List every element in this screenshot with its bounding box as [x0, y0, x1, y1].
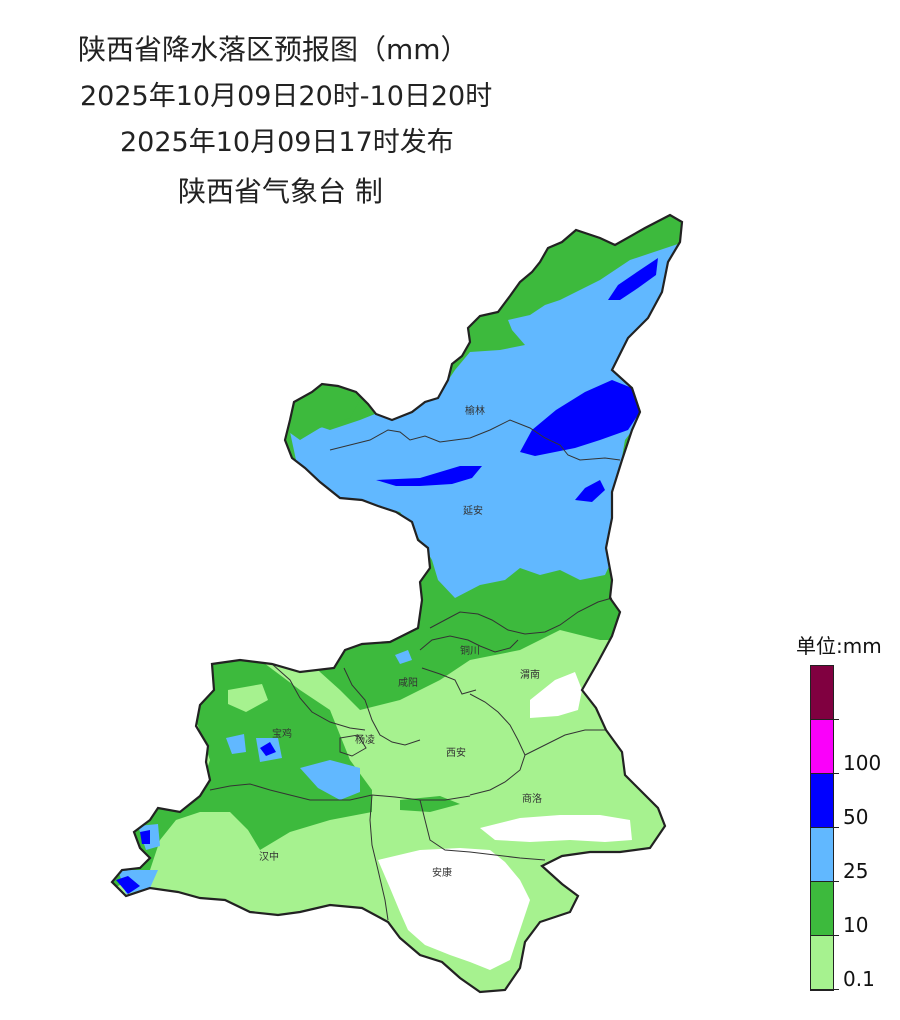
city-labels: 榆林 延安 铜川 咸阳 渭南 宝鸡 杨凌 西安 商洛 汉中 安康 [259, 404, 542, 879]
label-hanzhong: 汉中 [259, 850, 279, 863]
label-shangluo: 商洛 [522, 792, 542, 805]
boundary-xian-shangluo [419, 799, 546, 861]
legend-label: 50 [843, 805, 869, 829]
rainstorm-ne-1 [608, 258, 658, 300]
heavy-rain-pocket-tongchuan [395, 650, 412, 664]
legend-label: 10 [843, 913, 869, 937]
rainstorm-baoji [260, 742, 276, 756]
label-yulin: 榆林 [465, 404, 485, 417]
legend-tick [834, 719, 839, 720]
boundary-yangling [339, 734, 367, 757]
moderate-rain-patch [228, 684, 268, 712]
label-xianyang: 咸阳 [398, 677, 418, 689]
heavy-rain-pocket-yangling [300, 760, 360, 800]
legend-color-bar [810, 665, 834, 991]
label-yangling: 杨凌 [355, 733, 375, 746]
rainstorm-ne-2 [520, 380, 640, 456]
rainstorm-ne-3 [575, 480, 605, 502]
boundary-weinan-xian [469, 693, 526, 796]
legend-tick [834, 935, 839, 936]
no-rain-ankang [378, 848, 530, 970]
map-title: 陕西省降水落区预报图（mm） [78, 33, 469, 66]
label-baoji: 宝鸡 [272, 727, 292, 740]
boundary-baoji-xianyang [271, 663, 366, 731]
precipitation-legend: 单位:mm 0.1102550100250 [796, 630, 895, 1000]
legend-tick [834, 773, 839, 774]
legend-tick [834, 989, 839, 990]
legend-swatch [811, 828, 833, 882]
valid-time-range: 2025年10月09日20时-10日20时 [80, 81, 493, 112]
boundary-weinan-east [524, 729, 605, 756]
label-xian: 西安 [446, 746, 466, 759]
legend-unit-title: 单位:mm [796, 634, 882, 658]
legend-swatch [811, 720, 833, 774]
legend-tick [834, 827, 839, 828]
boundary-tongchuan-2 [421, 667, 477, 695]
boundary-tongchuan [419, 635, 519, 653]
legend-tick [834, 881, 839, 882]
city-boundaries [209, 419, 621, 921]
boundary-baoji-south [209, 783, 373, 801]
issue-time: 2025年10月09日17时发布 [120, 127, 454, 158]
no-rain-shangluo [480, 815, 632, 842]
heavy-rain-north [290, 240, 682, 598]
boundary-xianyang [343, 667, 421, 746]
rainstorm-hanzhong-1 [140, 830, 150, 844]
label-weinan: 渭南 [520, 668, 540, 681]
rainfall-layer [112, 215, 682, 992]
label-ankang: 安康 [432, 866, 452, 879]
no-rain-weinan [530, 672, 582, 718]
rainstorm-hanzhong-2 [116, 876, 140, 894]
legend-label: 0.1 [843, 967, 875, 991]
legend-label: 25 [843, 859, 869, 883]
legend-swatch [811, 882, 833, 936]
boundary-hanzhong-ankang [369, 794, 389, 921]
legend-label: 100 [843, 751, 882, 775]
heavy-rain-pocket-baoji [226, 734, 246, 754]
legend-swatch [811, 936, 833, 990]
rainstorm-central [376, 466, 482, 486]
label-yanan: 延安 [463, 504, 483, 517]
legend-swatch [811, 666, 833, 720]
moderate-rain-southwest [112, 660, 372, 890]
issuing-agency: 陕西省气象台 制 [178, 175, 383, 208]
boundary-yulin-yanan [329, 419, 621, 461]
legend-swatch [811, 774, 833, 828]
boundary-yanan-south [429, 597, 613, 635]
label-tongchuan: 铜川 [460, 645, 480, 657]
